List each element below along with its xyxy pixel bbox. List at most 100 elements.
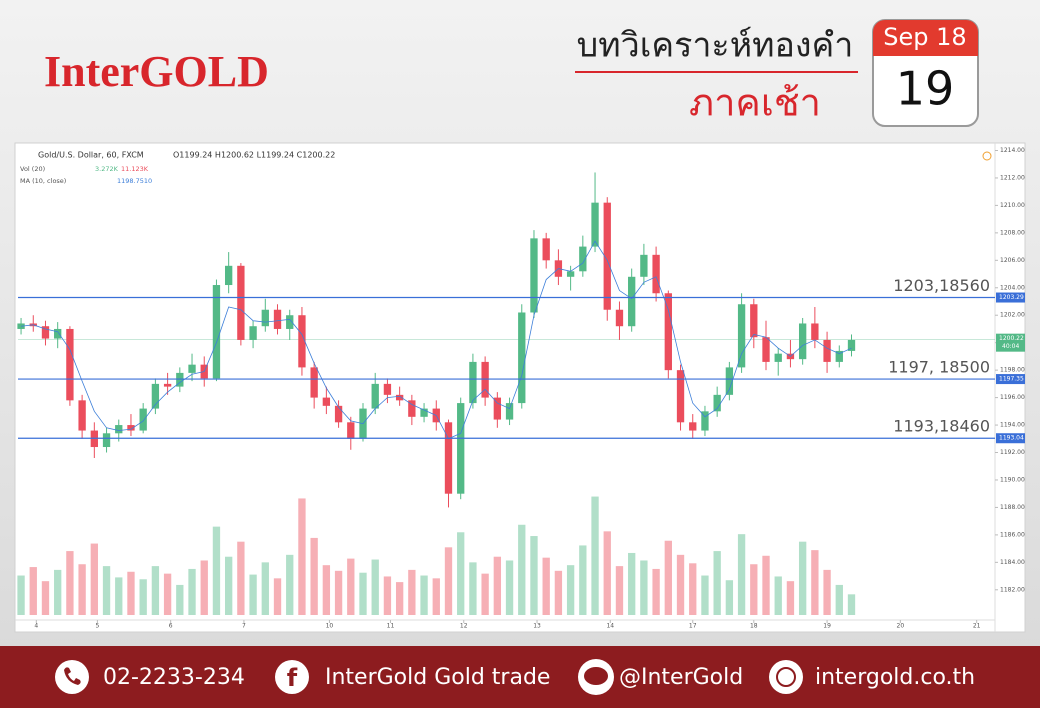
candle-body: [774, 353, 782, 362]
volume-bar: [798, 541, 807, 615]
level-tag-label: 1193.04: [999, 435, 1024, 442]
volume-bar: [542, 557, 550, 615]
ma-line: [21, 240, 852, 440]
candle-body: [127, 425, 135, 431]
x-tick-label: 4: [34, 623, 38, 630]
candle-body: [591, 202, 599, 247]
candle-body: [188, 364, 196, 373]
line-glyph: [584, 667, 608, 685]
y-tick-label: 1202.00: [1000, 312, 1025, 319]
legend-volume: Vol (20): [20, 165, 45, 173]
candle-body: [847, 339, 856, 351]
volume-bar: [505, 560, 514, 615]
volume-bar: [127, 571, 135, 615]
candle-body: [579, 246, 587, 272]
candle-body: [115, 425, 123, 434]
candle-body: [798, 323, 807, 360]
x-tick-label: 11: [387, 623, 395, 630]
volume-bar: [322, 565, 331, 615]
candle-body: [725, 367, 734, 395]
candle-body: [41, 326, 50, 339]
volume-bar: [847, 594, 856, 615]
web-glyph: [776, 667, 796, 687]
volume-bar: [603, 531, 611, 615]
legend-volume-value: 11.123K: [121, 165, 149, 173]
legend-ohlc: O1199.24 H1200.62 L1199.24 C1200.22: [173, 151, 335, 160]
x-tick-label: 14: [606, 623, 614, 630]
level-note: 1203,18560: [893, 276, 990, 295]
x-tick-label: 21: [973, 623, 981, 630]
candle-body: [225, 265, 233, 286]
y-tick-label: 1186.00: [1000, 531, 1025, 538]
plot: 1182.00 1184.00 1186.00 1188.00 1190.00 1192.…: [17, 147, 1025, 630]
volume-bar: [579, 545, 587, 615]
candle-body: [750, 304, 758, 338]
volume-bar: [835, 584, 843, 615]
candle-body: [530, 238, 538, 313]
volume-bar: [615, 566, 624, 615]
candle-body: [762, 337, 770, 362]
facebook: InterGold Gold trade: [325, 665, 550, 690]
y-tick-label: 1210.00: [1000, 202, 1025, 209]
level-tag-label: 1203.29: [999, 294, 1024, 301]
volume-bar: [408, 569, 416, 615]
legend-symbol: Gold/U.S. Dollar, 60, FXCM: [38, 151, 144, 160]
volume-bar: [750, 564, 758, 615]
x-tick-label: 12: [460, 623, 468, 630]
volume-bar: [701, 575, 709, 615]
volume-bar: [689, 563, 697, 615]
volume-bar: [151, 566, 160, 615]
calendar-day: 19: [896, 62, 955, 116]
volume-bar: [41, 581, 50, 615]
x-tick-label: 19: [823, 623, 831, 630]
candle-body: [811, 323, 819, 340]
y-tick-label: 1208.00: [1000, 229, 1025, 236]
candle-body: [322, 397, 331, 406]
candle-body: [371, 383, 379, 409]
candle-body: [249, 326, 257, 340]
candle-body: [273, 309, 282, 329]
candle-body: [66, 328, 74, 401]
candle-body: [469, 361, 477, 404]
x-tick-label: 13: [533, 623, 541, 630]
level-tag-label: 1197.35: [999, 376, 1024, 383]
volume-bar: [652, 568, 660, 615]
candle-body: [457, 403, 465, 494]
candle-body: [420, 408, 428, 417]
last-price-timer: 40:04: [1002, 343, 1019, 350]
y-tick-label: 1182.00: [1000, 586, 1025, 593]
legend-volume-value: 3.272K: [95, 165, 119, 173]
volume-bar: [823, 569, 831, 615]
volume-bar: [139, 579, 147, 615]
web-icon: [769, 660, 803, 694]
legend-ma-value: 1198.7510: [117, 177, 152, 185]
volume-bar: [591, 496, 599, 615]
volume-bar: [29, 567, 37, 615]
volume-bar: [530, 536, 538, 615]
candle-body: [395, 394, 404, 401]
volume-bar: [737, 534, 746, 615]
candle-body: [261, 309, 269, 327]
footer: [0, 646, 1040, 708]
candle-body: [334, 405, 343, 423]
candle-body: [163, 383, 172, 387]
candle-body: [139, 408, 147, 431]
x-tick-label: 5: [95, 623, 99, 630]
volume-bar: [811, 550, 819, 615]
candle-body: [505, 403, 514, 420]
volume-bar: [54, 569, 62, 615]
volume-bar: [676, 554, 685, 615]
candle-body: [408, 400, 416, 417]
volume-bar: [420, 575, 428, 615]
legend-ma: MA (10, close): [20, 177, 66, 185]
y-tick-label: 1190.00: [1000, 476, 1025, 483]
volume-bar: [554, 570, 563, 615]
y-tick-label: 1212.00: [1000, 174, 1025, 181]
candle-body: [151, 383, 160, 409]
phone-icon: [55, 660, 89, 694]
y-tick-label: 1206.00: [1000, 257, 1025, 264]
volume-bar: [371, 559, 379, 615]
level-note: 1197, 18500: [888, 358, 990, 377]
volume-bar: [334, 570, 343, 615]
y-tick-label: 1214.00: [1000, 147, 1025, 154]
